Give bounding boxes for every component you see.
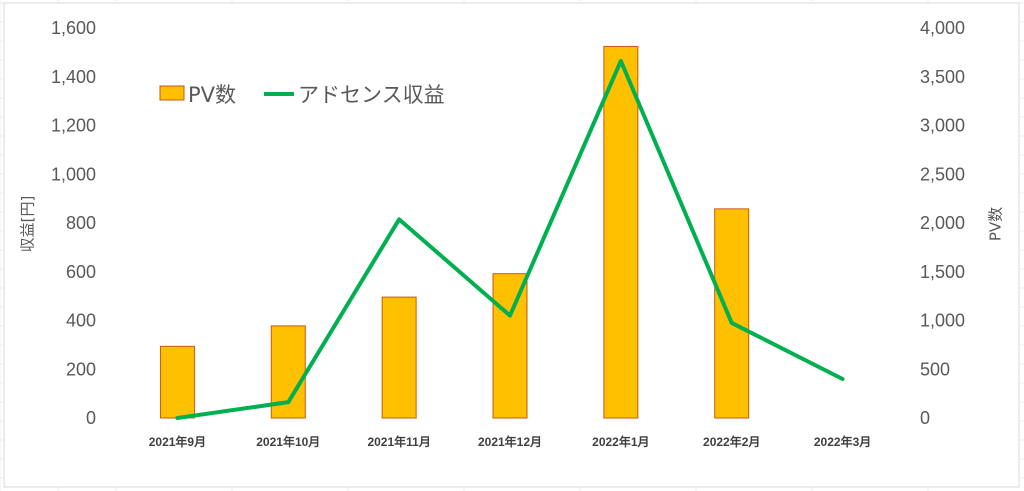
left-tick-label: 1,200 [51,116,96,136]
category-label: 2022年2月 [703,434,760,449]
bar-pv [603,46,639,419]
right-tick-label: 2,500 [920,164,965,184]
left-tick-label: 600 [66,262,96,282]
category-label: 2021年9月 [149,434,206,449]
revenue-line [175,58,845,420]
left-tick-label: 200 [66,359,96,379]
left-axis-ticks: 0 200 400 600 800 1,000 1,200 1,400 1,600 [51,18,96,428]
left-tick-label: 800 [66,213,96,233]
left-axis-title: 収益[円] [19,196,37,253]
legend-swatch-pv [159,85,185,101]
legend-label-revenue: アドセンス収益 [298,83,445,107]
bar-pv [159,345,195,419]
pv-bars [159,46,750,419]
left-tick-label: 400 [66,311,96,331]
category-axis-labels: 2021年9月 2021年10月 2021年11月 2021年12月 2022年1月 20… [149,434,872,449]
right-tick-label: 500 [920,359,950,379]
category-label: 2022年3月 [814,434,871,449]
category-label: 2021年12月 [478,434,542,449]
right-tick-label: 4,000 [920,18,965,38]
legend-label-pv: PV数 [188,83,236,107]
right-axis-ticks: 0 500 1,000 1,500 2,000 2,500 3,000 3,500 4,000 [920,18,965,428]
right-tick-label: 2,000 [920,213,965,233]
right-tick-label: 3,000 [920,116,965,136]
left-tick-label: 0 [86,408,96,428]
bar-pv [381,296,417,419]
legend: PV数 アドセンス収益 [159,83,445,107]
bar-pv [714,208,750,419]
category-label: 2021年11月 [367,434,430,449]
right-tick-label: 1,500 [920,262,965,282]
category-label: 2021年10月 [256,434,320,449]
right-tick-label: 0 [920,408,930,428]
right-tick-label: 3,500 [920,67,965,87]
right-axis-title: PV数 [987,207,1005,241]
bar-pv [492,273,528,419]
left-tick-label: 1,600 [51,18,96,38]
left-tick-label: 1,000 [51,164,96,184]
right-tick-label: 1,000 [920,311,965,331]
category-label: 2022年1月 [592,434,649,449]
left-tick-label: 1,400 [51,67,96,87]
